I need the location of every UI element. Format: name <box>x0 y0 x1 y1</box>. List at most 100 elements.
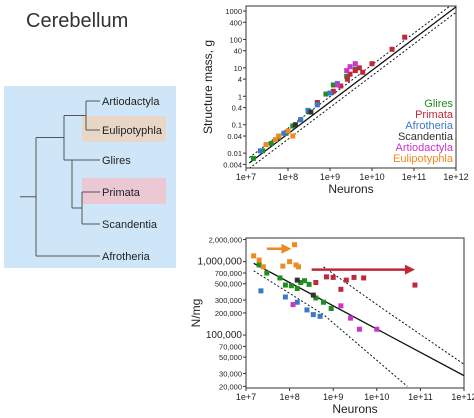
data-point <box>344 68 350 74</box>
data-point <box>328 306 334 312</box>
tree-panel <box>4 86 176 268</box>
data-point <box>323 91 329 97</box>
data-point <box>290 302 296 308</box>
data-point <box>294 299 300 305</box>
data-point <box>276 133 282 139</box>
data-point <box>323 274 329 280</box>
data-point <box>360 69 366 75</box>
data-point <box>344 76 350 82</box>
y-tick-label: 1 <box>238 92 242 101</box>
data-point <box>272 137 278 143</box>
x-tick-label: 1e+12 <box>451 392 474 402</box>
data-point <box>294 277 300 283</box>
legend-entry: Glires <box>424 98 453 110</box>
data-point <box>257 148 263 154</box>
data-point <box>313 279 319 285</box>
data-point <box>347 71 353 77</box>
density-vs-neurons-chart: 1e+7 1e+8 1e+9 1e+10 1e+11 1e+12 2,000,000 1,00… <box>190 236 474 416</box>
data-point <box>351 274 357 280</box>
data-point <box>308 109 314 115</box>
y-tick-label: 30,000 <box>219 369 242 378</box>
data-point <box>260 264 266 270</box>
y-tick-label: 100 <box>229 35 242 44</box>
data-point <box>338 286 344 292</box>
y-tick-label: 10 <box>234 64 242 73</box>
data-point <box>294 286 300 292</box>
data-point <box>330 88 336 94</box>
taxon-label: Primata <box>102 187 141 199</box>
data-point <box>277 275 283 281</box>
data-point <box>287 259 293 265</box>
data-point <box>334 82 340 88</box>
data-point <box>264 270 270 276</box>
x-tick-label: 1e+11 <box>402 172 427 182</box>
data-point <box>293 262 299 268</box>
x-tick-label: 1e+7 <box>236 392 256 402</box>
data-point <box>330 82 336 88</box>
data-point <box>282 294 288 300</box>
data-point <box>298 279 304 285</box>
y-tick-label: 70,000 <box>219 342 242 351</box>
data-point <box>321 299 327 305</box>
data-point <box>310 292 316 298</box>
data-point <box>347 64 353 70</box>
arrow-head <box>404 264 415 275</box>
x-tick-label: 1e+8 <box>279 392 299 402</box>
y-tick-label: 4 <box>238 75 242 84</box>
y-tick-label: 0.4 <box>232 104 242 113</box>
y-tick-label: 0.1 <box>232 121 242 130</box>
phylogenetic-tree: Artiodactyla Eulipotyphla Glires Primata… <box>4 86 176 268</box>
data-point <box>290 133 296 139</box>
highlight-primata <box>82 178 166 204</box>
highlight-eulipotyphla <box>82 116 166 142</box>
y-tick-label: 400 <box>229 18 242 27</box>
taxon-label: Artiodactyla <box>102 96 160 108</box>
y-axis-label: N/mg <box>190 299 203 328</box>
data-point <box>314 102 320 108</box>
data-point <box>327 90 333 96</box>
data-point <box>302 278 308 284</box>
y-tick-label: 200,000 <box>215 309 242 318</box>
data-point <box>352 68 358 74</box>
y-tick-label: 0.04 <box>227 132 242 141</box>
taxon-label: Afrotheria <box>102 251 151 263</box>
data-point <box>282 282 288 288</box>
data-point <box>306 281 312 287</box>
data-point <box>338 303 344 309</box>
data-point <box>295 264 301 270</box>
data-point <box>317 313 323 319</box>
y-tick-label: 1,000,000 <box>198 257 243 268</box>
series-artiodactyla <box>290 302 380 332</box>
data-point <box>356 65 362 71</box>
figure-title: Cerebellum <box>26 10 129 32</box>
data-point <box>344 73 350 79</box>
data-point <box>256 257 262 263</box>
data-point <box>352 61 358 67</box>
data-point <box>280 263 286 269</box>
data-point <box>313 295 319 301</box>
plot-area <box>248 6 456 168</box>
legend-entry: Afrotheria <box>405 120 454 132</box>
data-point <box>251 253 257 259</box>
data-point <box>250 155 256 161</box>
taxon-label: Glires <box>102 155 131 167</box>
data-point <box>263 142 269 148</box>
data-point <box>402 34 408 40</box>
x-tick-label: 1e+10 <box>364 392 389 402</box>
series-scandentia <box>292 109 314 128</box>
arrow-1 <box>266 243 292 254</box>
data-point <box>298 117 304 123</box>
data-point <box>304 307 310 313</box>
arrow-head <box>281 243 292 254</box>
series-eulipotyphla <box>263 128 296 148</box>
data-point <box>305 107 311 113</box>
taxon-label: Scandentia <box>102 219 158 231</box>
plot-area <box>251 242 464 387</box>
y-tick-label: 0.01 <box>227 149 242 158</box>
y-axis-label: Structure mass, g <box>201 40 215 134</box>
data-point <box>256 262 262 268</box>
y-tick-label: 700,000 <box>215 269 242 278</box>
series-primata <box>313 274 418 292</box>
y-tick-label: 500,000 <box>215 280 242 289</box>
y-tick-label: 300,000 <box>215 296 242 305</box>
